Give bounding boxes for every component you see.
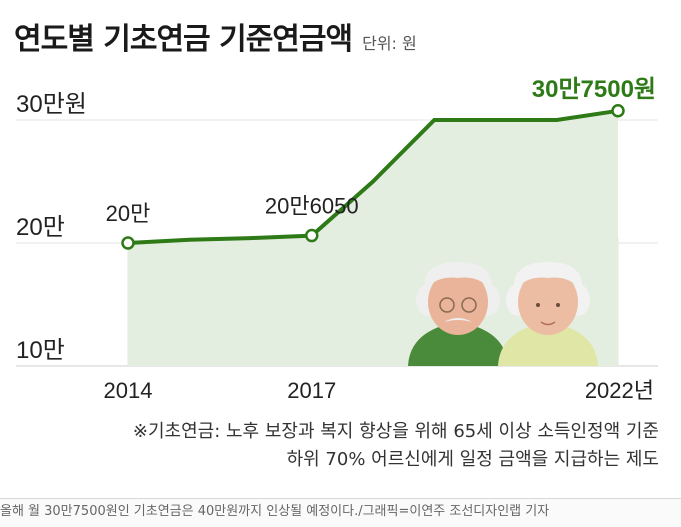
- x-axis-ticks: 2014 2017 2022년: [104, 378, 654, 403]
- elderly-person-figure: [498, 262, 598, 366]
- data-label: 20만: [106, 201, 151, 226]
- x-tick-label: 2014: [104, 378, 153, 403]
- y-tick-label: 20만: [16, 214, 65, 241]
- photo-caption: 올해 월 30만7500원인 기초연금은 40만원까지 인상될 예정이다./그래…: [0, 498, 681, 527]
- chart-title: 연도별 기초연금 기준연금액: [14, 22, 353, 57]
- unit-label: 단위: 원: [362, 34, 417, 53]
- x-tick-label: 2017: [287, 378, 336, 403]
- data-point: [121, 236, 135, 250]
- footnote: ※기초연금: 노후 보장과 복지 향상을 위해 65세 이상 소득인정액 기준 …: [19, 418, 659, 474]
- y-tick-label: 30만원: [16, 91, 87, 118]
- data-label: 30만7500원: [532, 76, 656, 103]
- data-point: [611, 104, 625, 118]
- title-row: 연도별 기초연금 기준연금액 단위: 원: [14, 14, 417, 58]
- y-tick-label: 10만: [16, 337, 65, 364]
- x-tick-label: 2022년: [585, 378, 654, 403]
- data-points: [121, 104, 625, 250]
- footnote-line-1: ※기초연금: 노후 보장과 복지 향상을 위해 65세 이상 소득인정액 기준: [132, 421, 659, 442]
- y-axis-ticks: 10만 20만 30만원: [16, 91, 87, 364]
- series-line: [127, 108, 619, 245]
- footnote-line-2: 하위 70% 어르신에게 일정 금액을 지급하는 제도: [286, 449, 659, 470]
- elderly-person-figure: [408, 262, 508, 366]
- data-labels: 20만 20만6050 30만7500원: [106, 76, 656, 226]
- elderly-couple-illustration: [408, 262, 598, 366]
- data-label: 20만6050: [265, 194, 359, 219]
- data-point: [305, 228, 319, 243]
